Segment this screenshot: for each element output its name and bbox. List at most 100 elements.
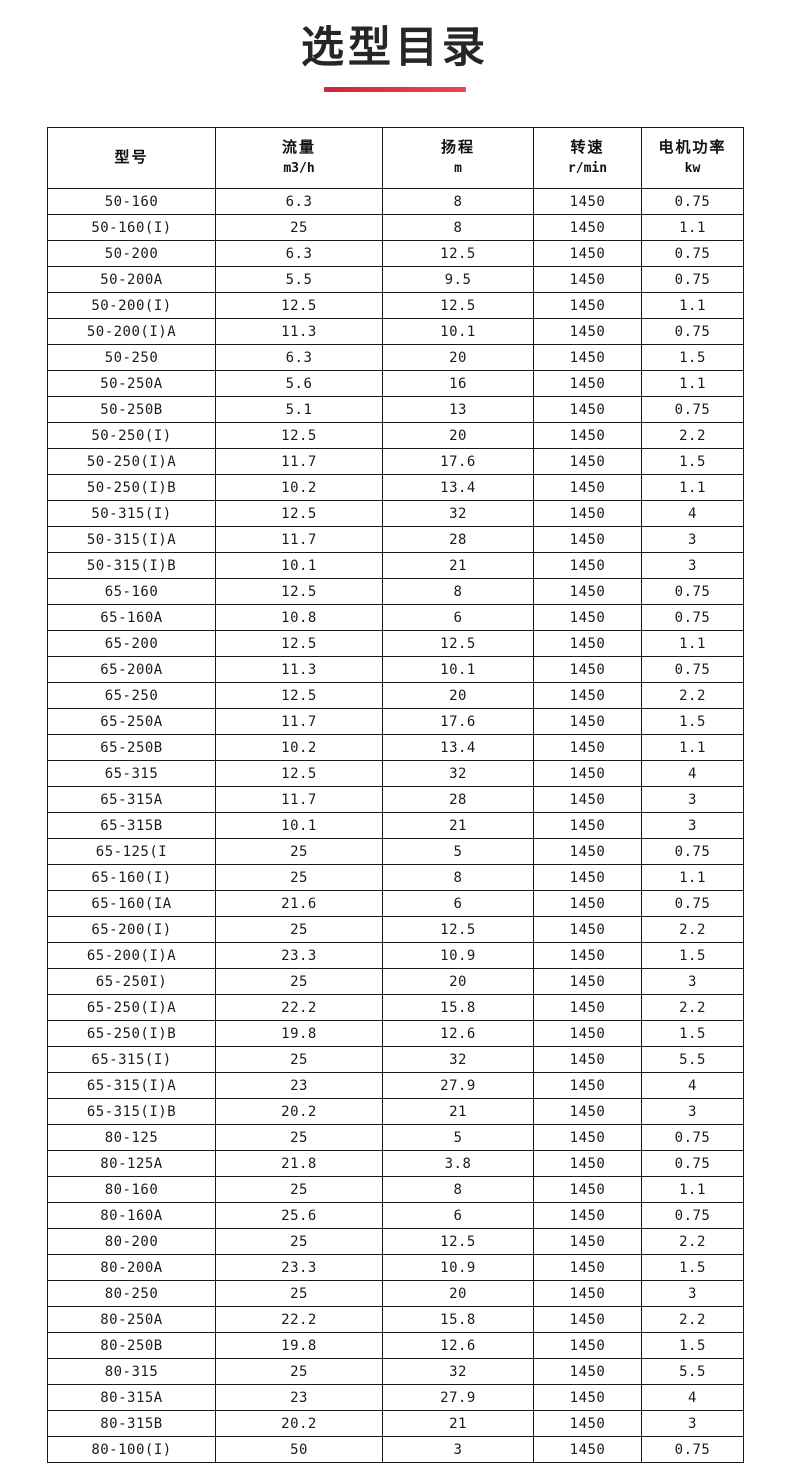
cell-power: 2.2 [641,994,744,1021]
cell-model: 65-250 [47,682,216,709]
cell-flow: 12.5 [215,500,383,527]
table-row: 50-250(I)A 11.7 17.6 1450 1.5 [47,448,744,475]
cell-speed: 1450 [533,552,642,579]
cell-speed: 1450 [533,1176,642,1203]
cell-power: 0.75 [641,1124,744,1151]
cell-head: 12.6 [382,1332,534,1359]
cell-head: 8 [382,188,534,215]
cell-head: 6 [382,1202,534,1229]
table-row: 50-160 6.3 8 1450 0.75 [47,188,744,215]
column-header-head: 扬程 m [382,127,534,189]
cell-head: 8 [382,214,534,241]
cell-flow: 25 [215,1358,383,1385]
cell-flow: 23 [215,1072,383,1099]
cell-model: 50-250 [47,344,216,371]
title-underline-wrap [0,86,790,92]
cell-model: 80-250B [47,1332,216,1359]
cell-flow: 10.1 [215,552,383,579]
cell-speed: 1450 [533,1306,642,1333]
cell-head: 12.6 [382,1020,534,1047]
cell-power: 3 [641,1280,744,1307]
table-row: 65-250I) 25 20 1450 3 [47,968,744,995]
cell-speed: 1450 [533,812,642,839]
cell-model: 65-315B [47,812,216,839]
cell-flow: 5.1 [215,396,383,423]
cell-head: 6 [382,890,534,917]
cell-flow: 5.5 [215,266,383,293]
cell-speed: 1450 [533,526,642,553]
cell-model: 80-125A [47,1150,216,1177]
cell-head: 8 [382,864,534,891]
cell-model: 50-250(I)A [47,448,216,475]
table-row: 50-200A 5.5 9.5 1450 0.75 [47,266,744,293]
table-row: 65-200(I)A 23.3 10.9 1450 1.5 [47,942,744,969]
cell-head: 6 [382,604,534,631]
cell-speed: 1450 [533,890,642,917]
column-header-head-label: 扬程 [440,137,475,156]
table-row: 65-315(I) 25 32 1450 5.5 [47,1046,744,1073]
cell-speed: 1450 [533,1280,642,1307]
cell-head: 28 [382,526,534,553]
cell-speed: 1450 [533,1410,642,1437]
cell-power: 4 [641,760,744,787]
cell-power: 2.2 [641,916,744,943]
cell-flow: 11.3 [215,656,383,683]
table-row: 50-200(I) 12.5 12.5 1450 1.1 [47,292,744,319]
cell-model: 65-315 [47,760,216,787]
cell-speed: 1450 [533,1384,642,1411]
cell-model: 50-315(I) [47,500,216,527]
title-underline-accent [324,86,466,92]
cell-head: 13.4 [382,734,534,761]
table-row: 65-160A 10.8 6 1450 0.75 [47,604,744,631]
cell-flow: 12.5 [215,630,383,657]
cell-head: 27.9 [382,1072,534,1099]
cell-power: 1.5 [641,448,744,475]
cell-model: 80-315A [47,1384,216,1411]
cell-power: 1.1 [641,1176,744,1203]
cell-power: 2.2 [641,422,744,449]
table-row: 50-200 6.3 12.5 1450 0.75 [47,240,744,267]
cell-head: 8 [382,1176,534,1203]
table-row: 80-100(I) 50 3 1450 0.75 [47,1436,744,1463]
cell-speed: 1450 [533,630,642,657]
table-row: 80-250B 19.8 12.6 1450 1.5 [47,1332,744,1359]
column-header-model-label: 型号 [114,148,149,167]
cell-head: 12.5 [382,630,534,657]
cell-flow: 25 [215,838,383,865]
cell-head: 8 [382,578,534,605]
table-row: 65-315(I)A 23 27.9 1450 4 [47,1072,744,1099]
cell-power: 2.2 [641,1306,744,1333]
cell-model: 50-250A [47,370,216,397]
cell-power: 1.1 [641,734,744,761]
cell-power: 3 [641,812,744,839]
column-header-flow: 流量 m3/h [215,127,383,189]
cell-speed: 1450 [533,500,642,527]
cell-flow: 10.1 [215,812,383,839]
page-title: 选型目录 [301,23,489,73]
cell-power: 0.75 [641,578,744,605]
cell-power: 3 [641,1098,744,1125]
table-row: 80-200A 23.3 10.9 1450 1.5 [47,1254,744,1281]
cell-head: 12.5 [382,916,534,943]
cell-head: 20 [382,1280,534,1307]
pump-selection-table: 型号 流量 m3/h 扬程 m 转速 r/min 电机功率 kw [47,127,744,1463]
cell-head: 21 [382,1098,534,1125]
cell-power: 2.2 [641,1228,744,1255]
cell-flow: 25 [215,1046,383,1073]
cell-power: 0.75 [641,890,744,917]
cell-speed: 1450 [533,1072,642,1099]
cell-speed: 1450 [533,760,642,787]
cell-speed: 1450 [533,474,642,501]
cell-power: 2.2 [641,682,744,709]
cell-speed: 1450 [533,422,642,449]
table-row: 65-250 12.5 20 1450 2.2 [47,682,744,709]
cell-head: 32 [382,1046,534,1073]
cell-head: 28 [382,786,534,813]
cell-speed: 1450 [533,656,642,683]
table-row: 50-160(I) 25 8 1450 1.1 [47,214,744,241]
cell-flow: 50 [215,1436,383,1463]
cell-speed: 1450 [533,292,642,319]
cell-speed: 1450 [533,942,642,969]
cell-model: 80-160 [47,1176,216,1203]
cell-power: 0.75 [641,396,744,423]
